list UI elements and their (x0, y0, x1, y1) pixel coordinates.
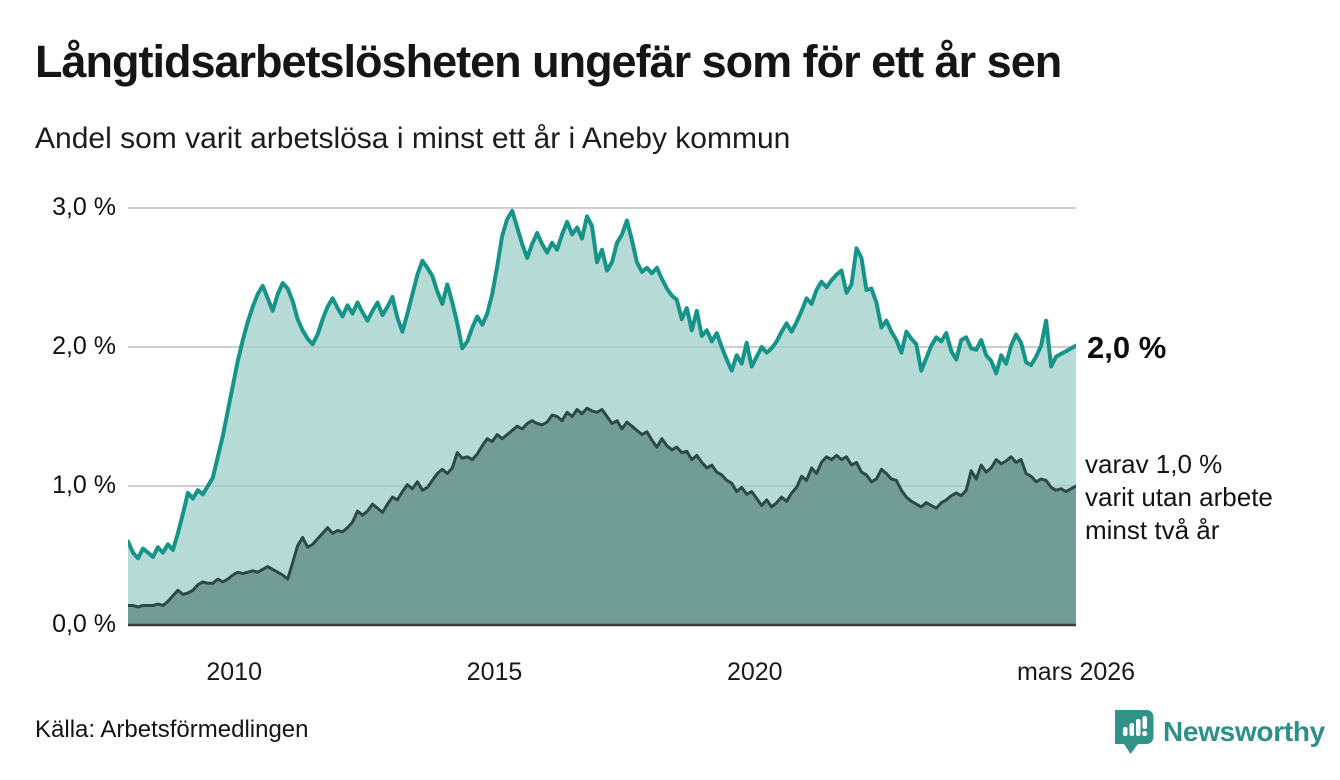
latest-value-label: 2,0 % (1087, 330, 1167, 365)
x-tick-label: 2020 (726, 658, 783, 686)
y-tick-label: 1,0 % (52, 471, 116, 499)
secondary-series-label-line2: varit utan arbete (1085, 482, 1273, 512)
y-tick-label: 2,0 % (52, 332, 116, 360)
newsworthy-pin-barchart-icon (1115, 710, 1154, 754)
y-tick-label: 0,0 % (52, 610, 116, 638)
secondary-series-label-line1: varav 1,0 % (1085, 449, 1223, 479)
newsworthy-logo: Newsworthy (1115, 708, 1325, 755)
x-tick-label: 2015 (466, 658, 523, 686)
source-note: Källa: Arbetsförmedlingen (35, 716, 309, 743)
secondary-series-label-line3: minst två år (1085, 515, 1220, 545)
page-title: Långtidsarbetslösheten ungefär som för e… (35, 36, 1062, 87)
area-chart-plot (128, 207, 1076, 627)
secondary-series-label: varav 1,0 % varit utan arbete minst två … (1085, 448, 1273, 547)
y-tick-label: 3,0 % (52, 193, 116, 221)
chart-subtitle: Andel som varit arbetslösa i minst ett å… (35, 122, 791, 155)
newsworthy-logo-text: Newsworthy (1163, 715, 1325, 747)
x-tick-label: mars 2026 (1016, 658, 1136, 686)
x-tick-label: 2010 (206, 658, 262, 686)
